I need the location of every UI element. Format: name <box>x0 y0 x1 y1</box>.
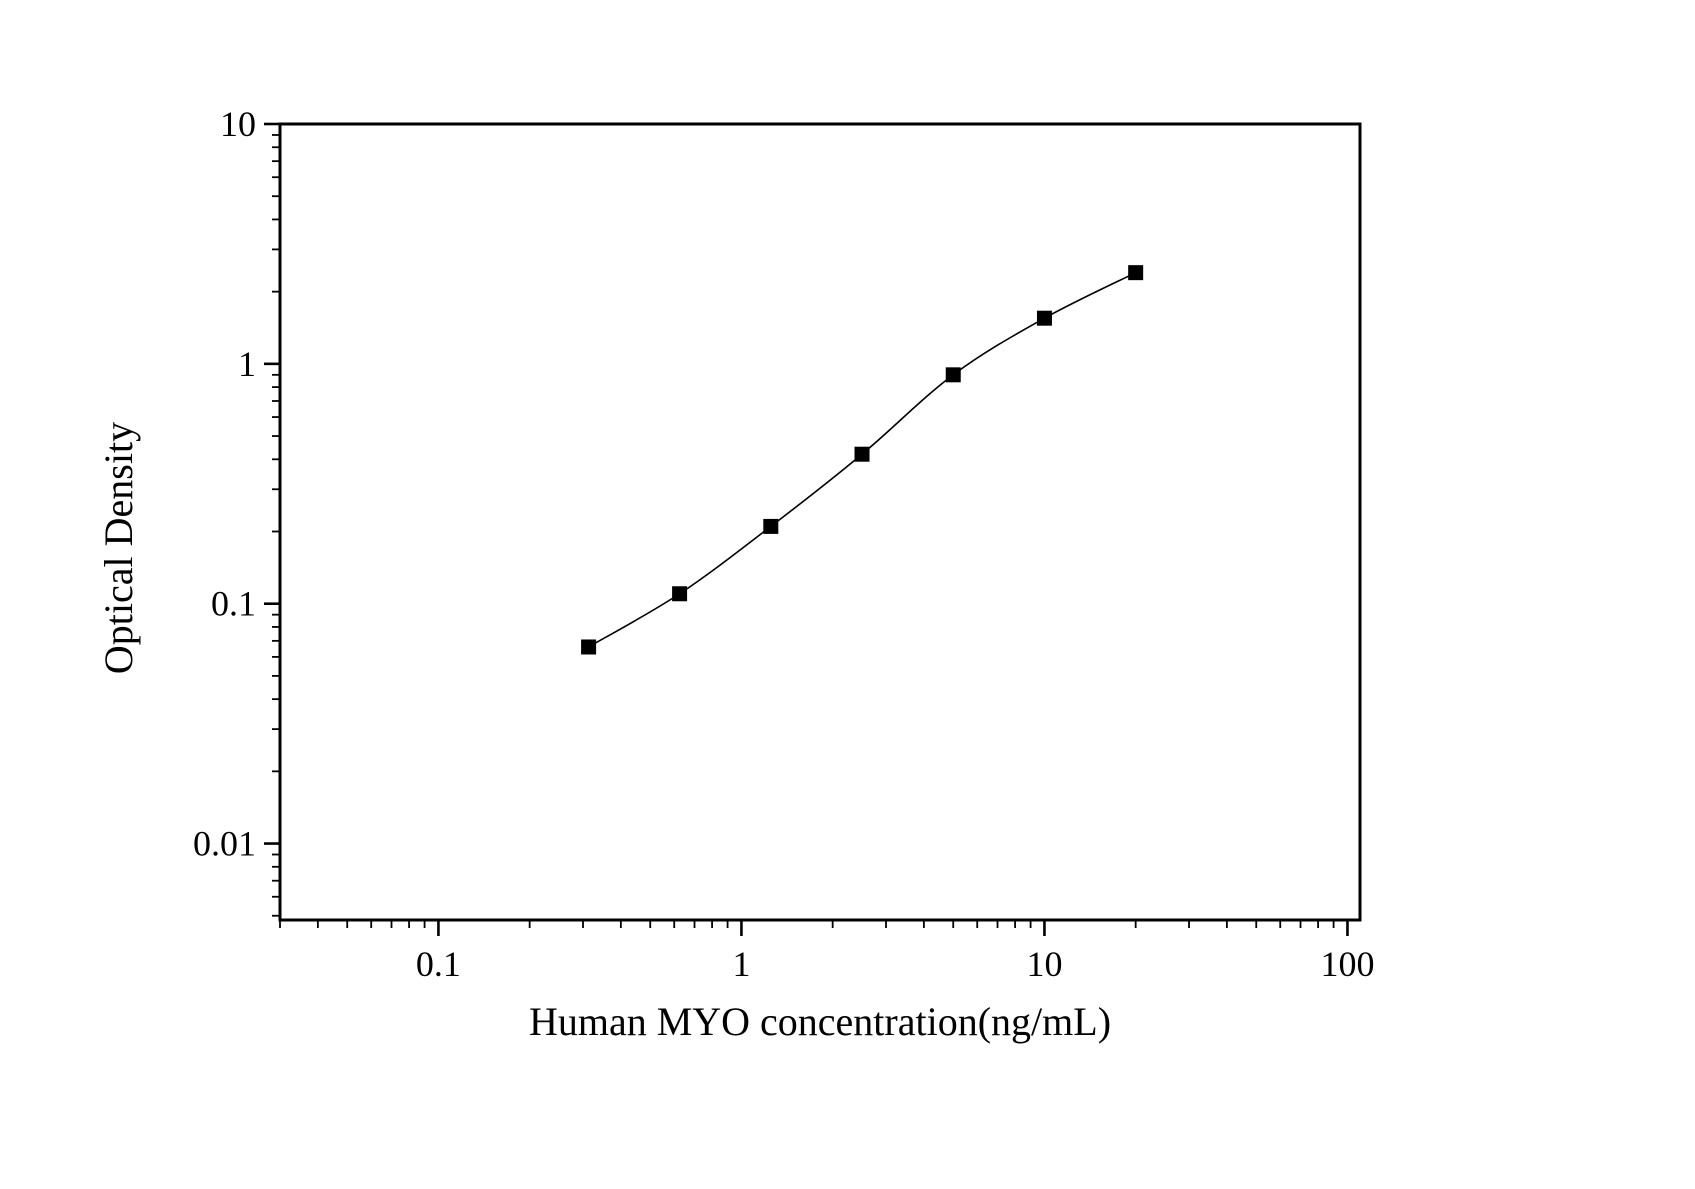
x-axis-title: Human MYO concentration(ng/mL) <box>529 999 1111 1044</box>
plot-area: 0.1 1 10 100 0.01 0.1 1 10 <box>193 104 1374 984</box>
data-point-marker <box>945 367 961 383</box>
x-tick-label: 0.1 <box>416 944 461 984</box>
y-axis-title: Optical Density <box>96 422 141 674</box>
y-tick-label: 0.1 <box>211 584 256 624</box>
y-tick-label: 10 <box>220 104 256 144</box>
y-tick-label: 1 <box>238 344 256 384</box>
data-point-marker <box>672 586 688 602</box>
data-point-marker <box>1036 310 1052 326</box>
data-point-marker <box>854 446 870 462</box>
x-tick-label: 1 <box>732 944 750 984</box>
data-point-marker <box>1128 265 1144 281</box>
data-point-marker <box>581 639 597 655</box>
x-tick-label: 100 <box>1320 944 1374 984</box>
y-tick-label: 0.01 <box>193 824 256 864</box>
x-tick-label: 10 <box>1026 944 1062 984</box>
data-point-marker <box>763 518 779 534</box>
plot-frame <box>278 122 1362 922</box>
